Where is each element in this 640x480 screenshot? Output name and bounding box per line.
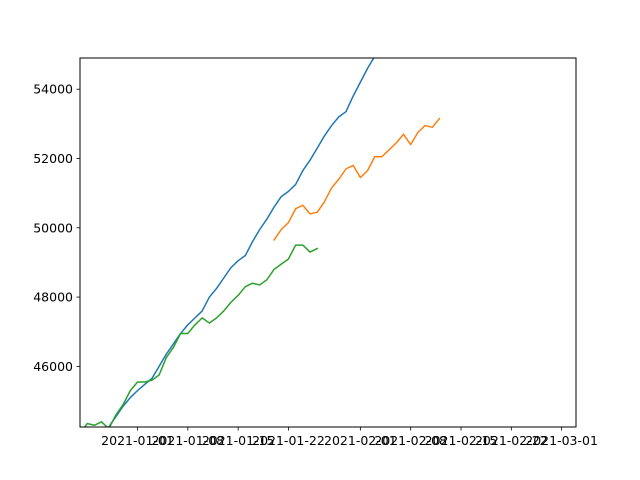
series-line-3: [83, 244, 319, 427]
y-tick-label: 52000: [33, 151, 73, 166]
plot-frame: [79, 57, 577, 428]
x-tick-label: 2021-01-15: [202, 433, 275, 448]
y-tick-label: 46000: [33, 359, 73, 374]
x-tick-label: 2021-01-08: [151, 433, 224, 448]
x-tick-label: 2021-02-22: [475, 433, 548, 448]
y-tick-label: 50000: [33, 220, 73, 235]
x-tick-label: 2021-03-01: [525, 433, 598, 448]
x-axis: 2021-01-012021-01-082021-01-152021-01-22…: [101, 427, 598, 448]
series-line-1: [107, 58, 375, 427]
y-tick-label: 54000: [33, 82, 73, 97]
x-tick-label: 2021-01-22: [252, 433, 325, 448]
plot-area: [80, 58, 576, 427]
x-tick-label: 2021-02-01: [324, 433, 397, 448]
series-line-2: [273, 117, 441, 241]
x-tick-label: 2021-02-08: [374, 433, 447, 448]
x-tick-label: 2021-01-01: [101, 433, 174, 448]
y-axis: 46000 48000 50000 52000 54000: [33, 82, 80, 374]
x-tick-label: 2021-02-15: [425, 433, 498, 448]
series-layer: [83, 58, 441, 427]
y-tick-label: 48000: [33, 290, 73, 305]
